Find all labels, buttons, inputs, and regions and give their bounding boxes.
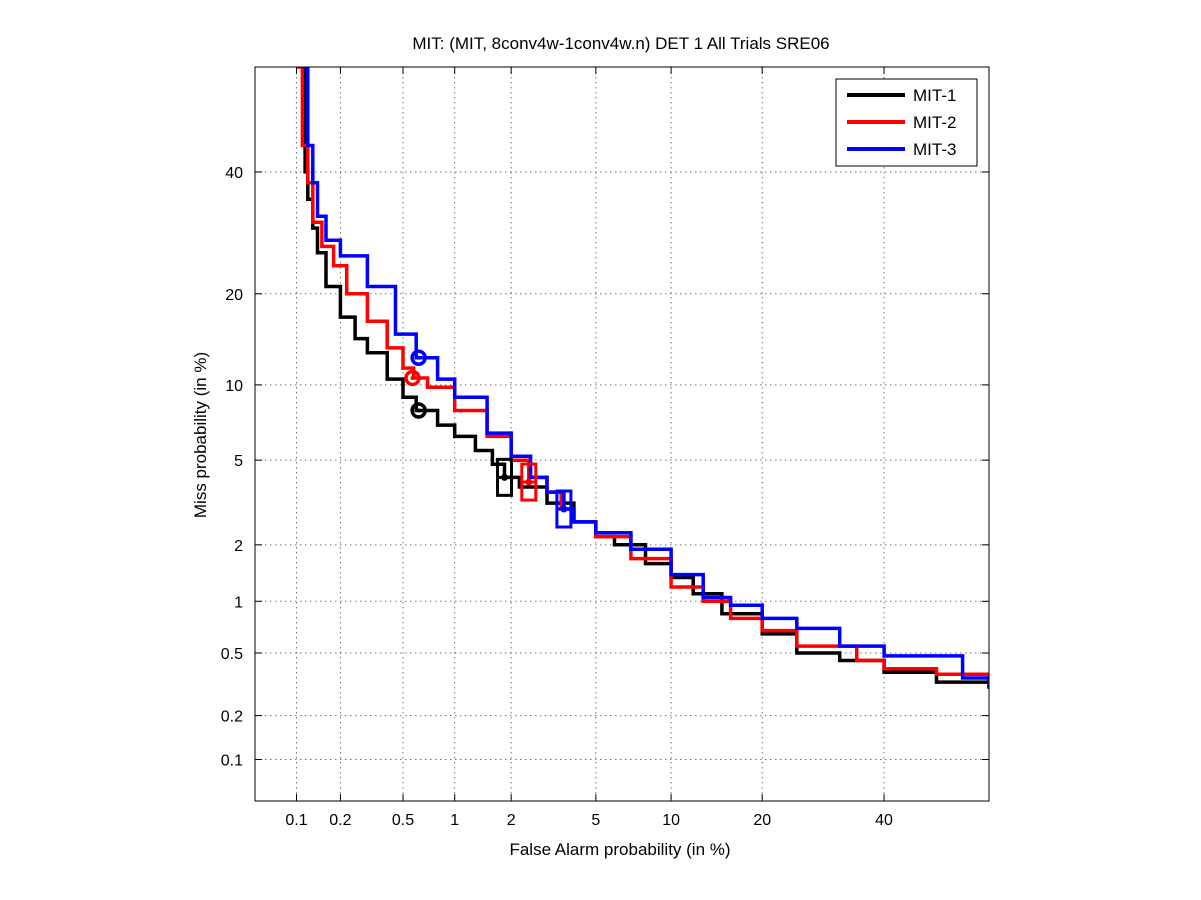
min-dcf-marker-mit-1 xyxy=(410,402,427,419)
x-tick-label: 5 xyxy=(591,812,600,829)
y-tick-label: 40 xyxy=(225,165,243,182)
x-tick-label: 0.5 xyxy=(392,812,414,829)
plot-frame xyxy=(254,66,990,802)
min-dcf-dot-mit-3 xyxy=(416,355,421,360)
operating-point-markers xyxy=(404,349,573,529)
x-tick-label: 2 xyxy=(507,812,516,829)
legend: MIT-1 MIT-2 MIT-3 xyxy=(835,78,978,167)
act-dcf-dot-mit-1 xyxy=(501,473,509,481)
legend-label-mit-3: MIT-3 xyxy=(913,140,956,159)
x-axis-label: False Alarm probability (in %) xyxy=(509,840,730,859)
y-axis-label: Miss probability (in %) xyxy=(191,352,210,518)
x-tick-label: 40 xyxy=(875,812,893,829)
min-dcf-marker-mit-3 xyxy=(410,349,427,366)
y-tick-label: 1 xyxy=(234,594,243,611)
y-tick-label: 0.1 xyxy=(221,753,243,770)
act-dcf-dot-mit-2 xyxy=(525,478,533,486)
x-tick-label: 20 xyxy=(753,812,771,829)
legend-label-mit-1: MIT-1 xyxy=(913,86,956,105)
y-tick-label: 0.2 xyxy=(221,709,243,726)
x-tick-label: 1 xyxy=(450,812,459,829)
x-tick-label: 0.1 xyxy=(285,812,307,829)
y-tick-label: 10 xyxy=(225,378,243,395)
series-line-mit-3 xyxy=(302,67,989,689)
x-tick-label: 0.2 xyxy=(329,812,351,829)
y-tick-label: 5 xyxy=(234,453,243,470)
series-line-mit-2 xyxy=(296,67,989,689)
y-axis-ticks: 0.1 0.2 0.5 1 2 5 10 20 40 xyxy=(221,165,989,770)
act-dcf-dot-mit-3 xyxy=(560,505,568,513)
y-tick-label: 20 xyxy=(225,287,243,304)
x-axis-ticks: 0.1 0.2 0.5 1 2 5 10 20 40 xyxy=(285,67,893,829)
min-dcf-dot-mit-1 xyxy=(416,408,421,413)
y-tick-label: 0.5 xyxy=(221,646,243,663)
min-dcf-marker-mit-2 xyxy=(404,369,421,387)
series-lines xyxy=(296,67,989,689)
y-tick-label: 2 xyxy=(234,538,243,555)
min-dcf-dot-mit-2 xyxy=(410,375,415,380)
x-tick-label: 10 xyxy=(662,812,680,829)
legend-label-mit-2: MIT-2 xyxy=(913,113,956,132)
chart-title: MIT: (MIT, 8conv4w-1conv4w.n) DET 1 All … xyxy=(412,34,829,53)
